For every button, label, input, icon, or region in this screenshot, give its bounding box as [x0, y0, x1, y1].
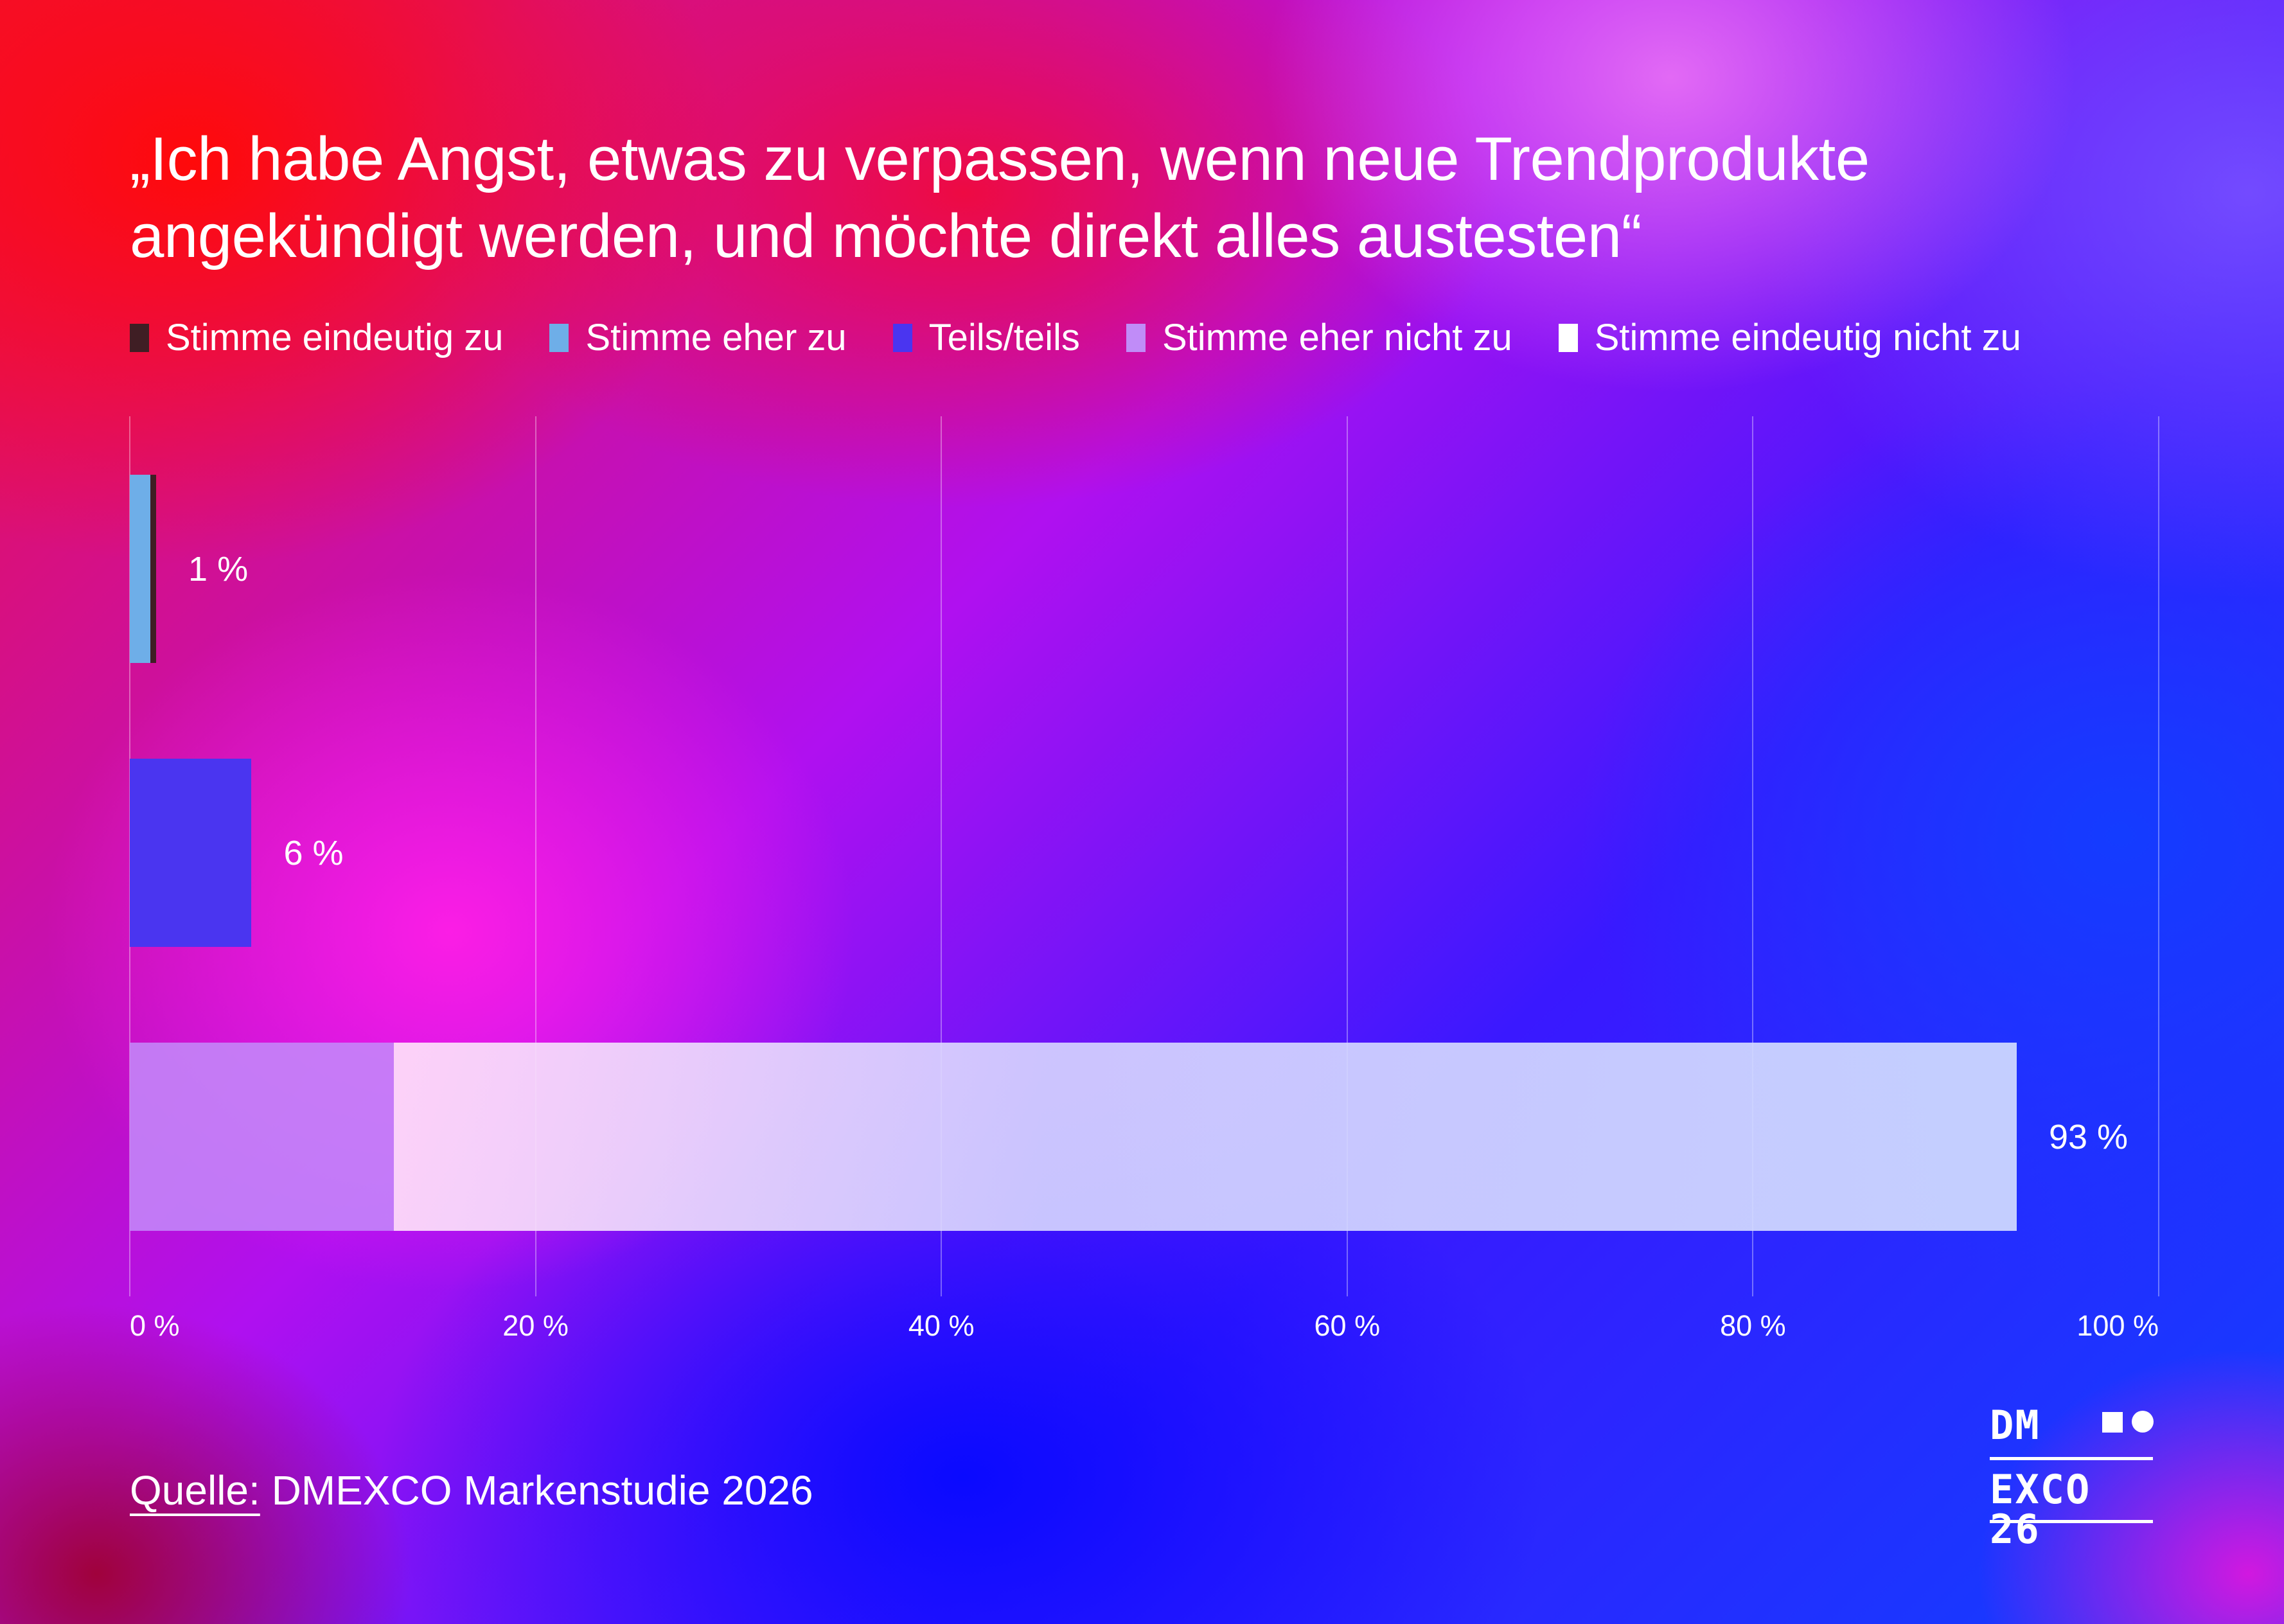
dmexco-logo: DM EXCO 26: [1990, 1402, 2154, 1549]
legend-swatch: [549, 324, 569, 352]
legend-item: Stimme eindeutig nicht zu: [1558, 315, 2021, 361]
legend-label: Stimme eher nicht zu: [1162, 317, 1512, 358]
bar-value-label: 93 %: [2048, 1117, 2129, 1156]
legend-swatch: [130, 324, 149, 352]
logo-text-dm: DM: [1990, 1402, 2041, 1449]
bar-segment: [150, 475, 157, 663]
chart-title: „Ich habe Angst, etwas zu verpassen, wen…: [130, 121, 2121, 275]
gridline: [1346, 416, 1348, 1296]
x-tick-label: 80 %: [1720, 1309, 1786, 1342]
legend-swatch: [1126, 324, 1146, 352]
bar-value-label: 1 %: [188, 549, 249, 588]
x-tick-label: 40 %: [908, 1309, 975, 1342]
logo-square-icon: [2102, 1412, 2123, 1433]
bar-segment: [130, 759, 252, 947]
logo-circle-icon: [2132, 1411, 2154, 1433]
legend-item: Stimme eher nicht zu: [1126, 315, 1512, 361]
bar-value-label: 6 %: [283, 833, 344, 872]
source-label: Quelle:: [130, 1467, 260, 1514]
gridline: [2158, 416, 2159, 1296]
logo-divider: [1990, 1457, 2153, 1460]
bar-segment: [130, 475, 150, 663]
legend-item: Teils/teils: [892, 315, 1080, 361]
legend-label: Stimme eher zu: [585, 317, 847, 358]
x-tick-label: 100 %: [2076, 1309, 2159, 1342]
x-tick-label: 20 %: [502, 1309, 569, 1342]
legend-swatch: [1558, 324, 1578, 352]
legend-item: Stimme eindeutig zu: [130, 315, 503, 361]
legend-swatch: [892, 324, 912, 352]
gridline: [941, 416, 943, 1296]
legend-label: Stimme eindeutig nicht zu: [1594, 317, 2021, 358]
bar-segment: [393, 1043, 2017, 1231]
logo-divider: [1990, 1520, 2153, 1523]
x-tick-label: 60 %: [1314, 1309, 1381, 1342]
legend-label: Teils/teils: [928, 317, 1080, 358]
gridline: [535, 416, 536, 1296]
title-line-1: „Ich habe Angst, etwas zu verpassen, wen…: [130, 125, 1870, 193]
legend: Stimme eindeutig zu Stimme eher zu Teils/t…: [130, 315, 2067, 361]
bar-segment: [130, 1043, 394, 1231]
gridline: [1752, 416, 1754, 1296]
legend-label: Stimme eindeutig zu: [166, 317, 504, 358]
x-tick-label: 0 %: [130, 1309, 180, 1342]
title-line-2: angekündigt werden, und möchte direkt al…: [130, 202, 1642, 270]
source-note: Quelle: DMEXCO Markenstudie 2026: [130, 1465, 813, 1516]
logo-text-exco: EXCO 26: [1990, 1466, 2091, 1553]
source-text: DMEXCO Markenstudie 2026: [260, 1467, 813, 1514]
legend-item: Stimme eher zu: [549, 315, 847, 361]
